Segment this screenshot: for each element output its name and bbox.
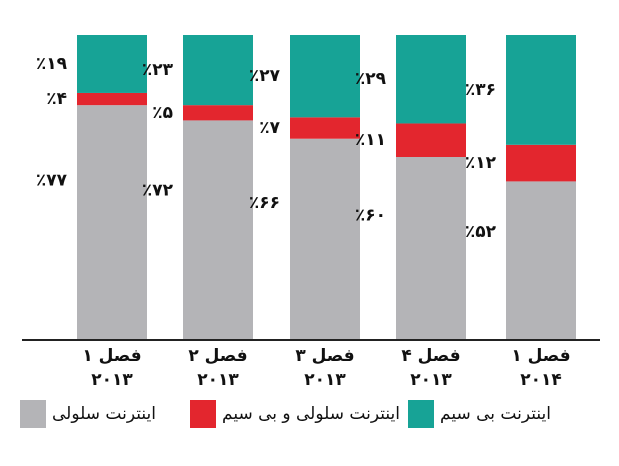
data-label: ٪۱۱ <box>355 130 386 150</box>
data-label: ٪۶۶ <box>249 193 280 213</box>
x-tick-label: فصل ۳ <box>295 346 354 366</box>
legend-swatch <box>190 400 216 428</box>
bar-segment <box>77 92 147 106</box>
x-tick-label: فصل ۲ <box>188 346 247 366</box>
data-label: ٪۱۲ <box>465 153 497 173</box>
legend-label: اینترنت سلولی <box>52 404 156 424</box>
x-tick-label: ۲۰۱۳ <box>91 370 133 390</box>
bar-segment <box>506 181 576 340</box>
legend-label: اینترنت بی سیم <box>440 404 551 424</box>
bar-segment <box>396 157 466 340</box>
data-label: ٪۳۶ <box>465 80 496 100</box>
bar-segment <box>77 105 147 341</box>
data-label: ٪۷ <box>259 118 280 138</box>
data-label: ٪۴ <box>46 89 67 109</box>
data-label: ٪۵ <box>152 103 173 123</box>
data-label: ٪۲۹ <box>355 69 387 89</box>
bar-segment <box>183 120 253 341</box>
x-tick-label: فصل ۱ <box>511 346 570 366</box>
legend-swatch <box>408 400 434 428</box>
data-label: ٪۲۳ <box>142 60 174 80</box>
data-label: ٪۷۷ <box>36 170 68 190</box>
bar-segment <box>290 117 360 139</box>
legend-label: اینترنت سلولی و بی سیم <box>222 404 400 424</box>
data-label: ٪۷۲ <box>142 181 174 201</box>
x-tick-label: ۲۰۱۳ <box>197 370 239 390</box>
x-tick-label: ۲۰۱۴ <box>520 370 562 390</box>
data-label: ٪۵۲ <box>465 222 497 242</box>
bar-segment <box>183 105 253 121</box>
bar-segment <box>506 144 576 182</box>
x-tick-label: ۲۰۱۳ <box>410 370 452 390</box>
data-label: ٪۲۷ <box>249 66 281 86</box>
legend-swatch <box>20 400 46 428</box>
bar-segment <box>77 35 147 93</box>
x-tick-label: فصل ۴ <box>401 346 460 366</box>
bar-segment <box>183 35 253 106</box>
bar-segment <box>290 35 360 118</box>
bar-segment <box>396 35 466 124</box>
data-label: ٪۱۹ <box>36 54 68 74</box>
bar-segment <box>396 123 466 157</box>
bar-segment <box>290 138 360 340</box>
data-label: ٪۶۰ <box>355 206 386 226</box>
bar-segment <box>506 35 576 145</box>
x-tick-label: فصل ۱ <box>82 346 141 366</box>
x-tick-label: ۲۰۱۳ <box>304 370 346 390</box>
